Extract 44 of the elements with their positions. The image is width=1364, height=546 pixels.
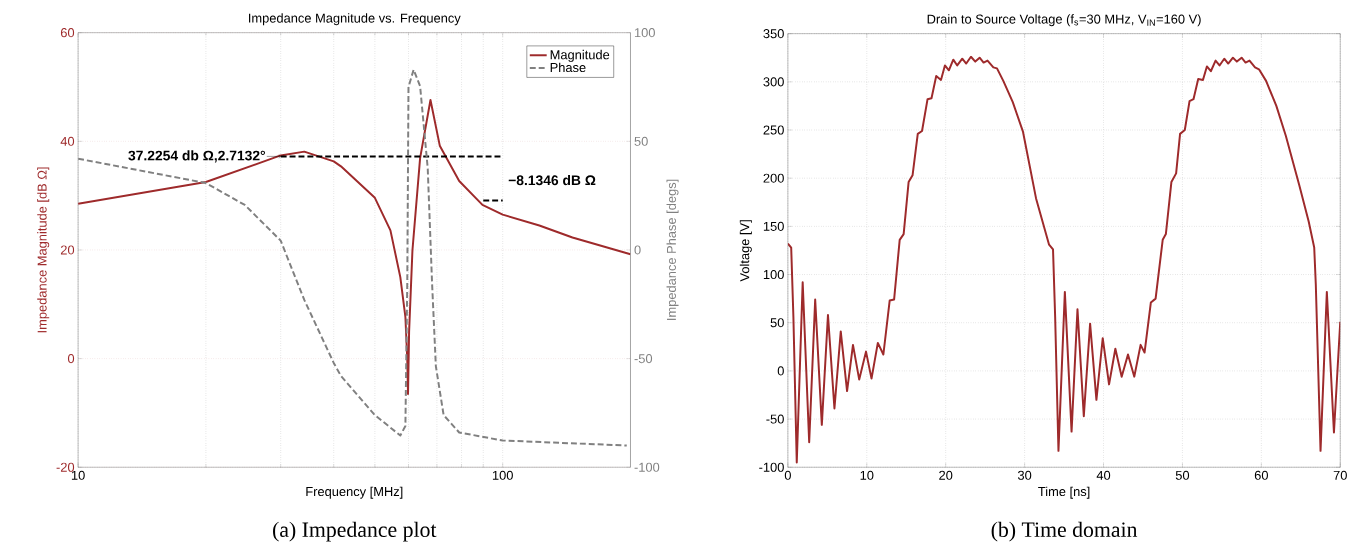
y-axis-title: Impedance Magnitude [dB Ω] bbox=[37, 167, 50, 333]
x-axis-title: Time [ns] bbox=[1038, 486, 1090, 499]
chart-title: Drain to Source Voltage (f$_{s}$=30 MHz, V$_{IN}$=160 V) bbox=[927, 13, 1201, 26]
annotation: 37.2254 db Ω,2.7132° bbox=[128, 150, 266, 163]
y2-tick-label: 50 bbox=[634, 136, 648, 146]
y-tick-label: 40 bbox=[60, 136, 75, 146]
y2-tick-label: 100 bbox=[634, 27, 655, 37]
x-tick-label: 10 bbox=[71, 470, 85, 480]
y-tick-label: 250 bbox=[763, 125, 784, 135]
y-tick-label: 60 bbox=[60, 27, 75, 38]
y-tick-label: -50 bbox=[766, 414, 784, 424]
y-tick-label: 20 bbox=[60, 245, 75, 255]
x-tick-label: 20 bbox=[939, 470, 953, 480]
line-series bbox=[787, 55, 1341, 464]
y-tick-label: 50 bbox=[770, 317, 784, 328]
x-tick-label: 60 bbox=[1254, 470, 1268, 480]
x-tick-label: 70 bbox=[1333, 470, 1347, 480]
y2-tick-label: 0 bbox=[634, 245, 641, 255]
text: (a) Impedance plot bbox=[273, 521, 437, 542]
y-tick-label: -100 bbox=[759, 462, 784, 472]
text: (b) Time domain bbox=[991, 521, 1138, 542]
y-axis-title: Voltage [V] bbox=[739, 220, 752, 282]
y-tick-label: -20 bbox=[56, 462, 75, 472]
y-tick-label: 350 bbox=[763, 28, 784, 38]
y-tick-label: 0 bbox=[67, 353, 75, 363]
y-tick-label: 0 bbox=[777, 366, 784, 376]
y-tick-label: 100 bbox=[763, 269, 784, 279]
x-tick-label: 100 bbox=[492, 470, 513, 480]
y-tick-label: 200 bbox=[763, 173, 784, 183]
legend-label: Magnitude bbox=[550, 49, 610, 62]
y2-axis-title: Impedance Phase [degs] bbox=[666, 179, 679, 320]
x-tick-label: 40 bbox=[1096, 470, 1111, 480]
x-tick-label: 0 bbox=[784, 470, 791, 480]
y-tick-label: 300 bbox=[763, 77, 784, 87]
y2-tick-label: -100 bbox=[634, 462, 660, 472]
y2-tick-label: -50 bbox=[634, 353, 653, 363]
chart-title: Impedance Magnitude vs. Frequency bbox=[249, 13, 461, 25]
x-axis-title: Frequency [MHz] bbox=[306, 486, 403, 499]
x-tick-label: 30 bbox=[1017, 470, 1032, 480]
legend-label: Phase bbox=[550, 62, 586, 72]
x-tick-label: 50 bbox=[1175, 470, 1190, 480]
annotation: −8.1346 dB Ω bbox=[508, 174, 596, 185]
y-tick-label: 150 bbox=[763, 221, 784, 231]
x-tick-label: 10 bbox=[860, 470, 874, 480]
